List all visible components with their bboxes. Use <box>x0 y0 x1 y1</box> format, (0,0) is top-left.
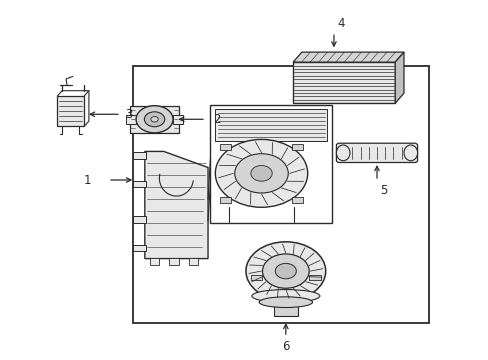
Bar <box>132 245 145 251</box>
Bar <box>291 144 303 150</box>
Circle shape <box>136 106 173 133</box>
Bar <box>308 275 320 280</box>
Bar <box>292 62 394 103</box>
Bar <box>149 258 159 265</box>
Circle shape <box>215 139 307 207</box>
Bar <box>219 197 231 203</box>
Text: 6: 6 <box>282 340 289 353</box>
Bar <box>210 105 331 223</box>
Bar <box>126 115 136 123</box>
Ellipse shape <box>336 145 349 161</box>
Bar <box>215 109 326 141</box>
Bar <box>132 216 145 223</box>
Bar <box>219 144 231 150</box>
Ellipse shape <box>251 289 319 302</box>
Polygon shape <box>394 52 403 103</box>
Bar <box>273 302 297 316</box>
Bar <box>250 275 262 280</box>
Bar <box>169 258 179 265</box>
Circle shape <box>262 254 308 288</box>
Text: 2: 2 <box>212 113 220 126</box>
Polygon shape <box>292 52 403 62</box>
Bar <box>173 115 183 123</box>
Circle shape <box>144 112 164 127</box>
Bar <box>130 106 179 133</box>
FancyBboxPatch shape <box>336 143 417 162</box>
Ellipse shape <box>259 297 312 307</box>
Ellipse shape <box>403 145 417 161</box>
Circle shape <box>245 242 325 300</box>
Bar <box>57 96 84 126</box>
Text: 4: 4 <box>337 17 345 30</box>
Text: 3: 3 <box>125 108 132 121</box>
Text: 5: 5 <box>380 184 387 197</box>
Text: 1: 1 <box>83 174 91 186</box>
Bar <box>132 152 145 158</box>
Circle shape <box>150 117 158 122</box>
Bar <box>188 258 198 265</box>
Circle shape <box>234 154 287 193</box>
Polygon shape <box>144 152 207 258</box>
Circle shape <box>275 264 296 279</box>
Circle shape <box>250 166 272 181</box>
Bar <box>132 66 428 323</box>
Bar <box>291 197 303 203</box>
Bar <box>132 181 145 187</box>
